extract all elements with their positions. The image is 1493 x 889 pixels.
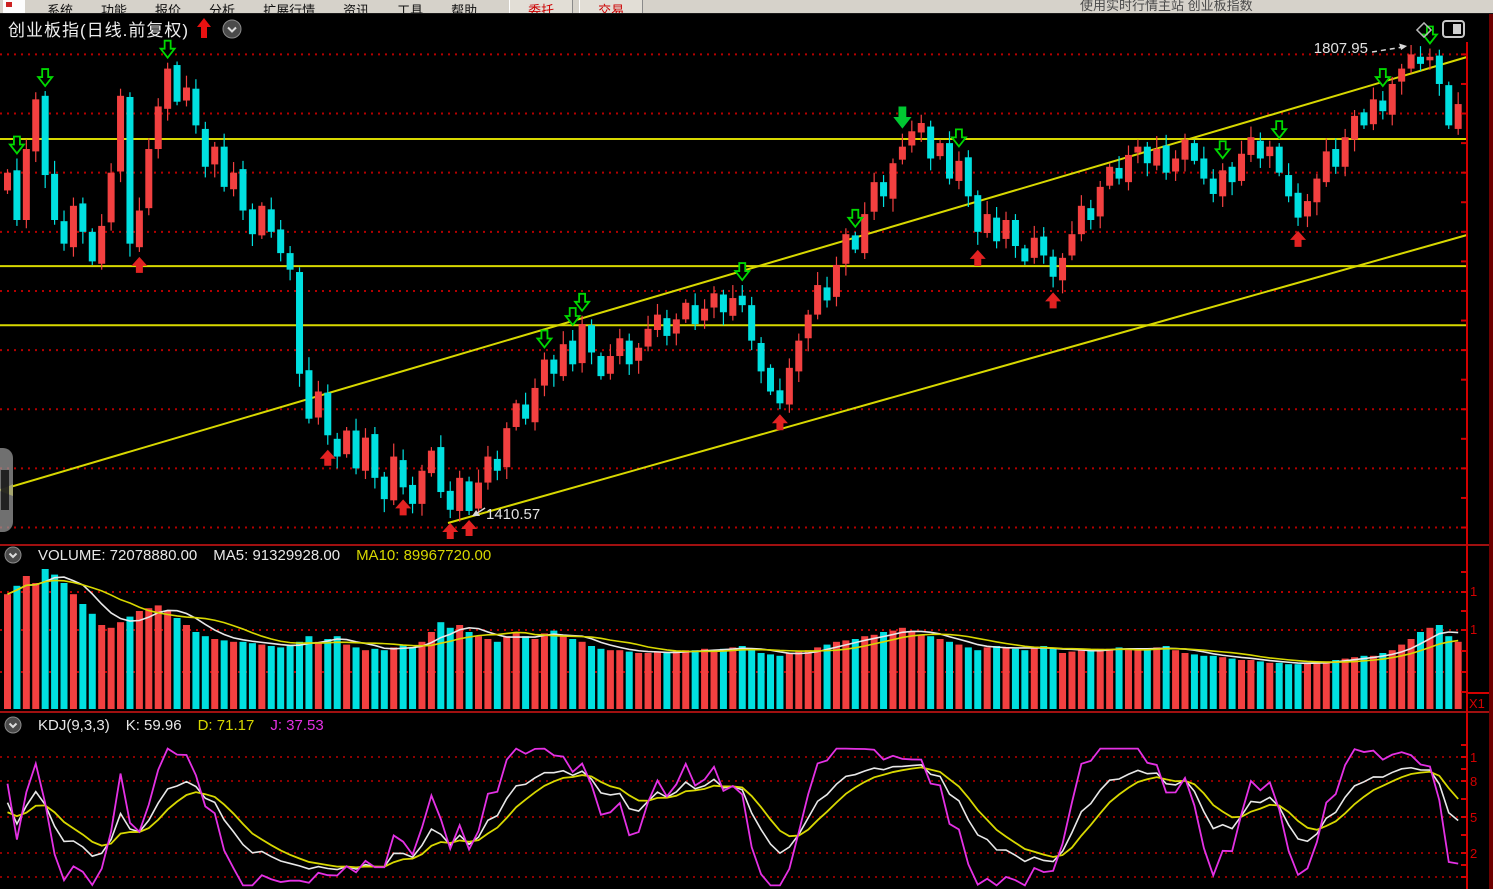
diamond-marker-icon[interactable] (1414, 20, 1434, 40)
kdj-j-value: J: 37.53 (270, 716, 324, 734)
collapse-main-chart-icon[interactable] (222, 19, 242, 39)
price-up-arrow-icon (196, 18, 212, 39)
kdj-axis-label: 1 (1470, 750, 1478, 765)
drawer-handle[interactable] (0, 448, 13, 532)
high-price-annotation: 1807.95 (1313, 40, 1368, 57)
menu-item-help[interactable]: 帮助 (451, 3, 478, 14)
menu-item-system[interactable]: 系统 (47, 3, 74, 14)
low-price-annotation: 1410.57 (486, 506, 541, 523)
volume-axis-label: 1 (1470, 622, 1478, 637)
volume-axis-label: 1 (1470, 584, 1478, 599)
scale-indicator: X1 (1469, 696, 1485, 711)
menu-item-function[interactable]: 功能 (101, 3, 128, 14)
menu-item-analysis[interactable]: 分析 (209, 3, 236, 14)
menu-item-quotes[interactable]: 报价 (155, 3, 182, 14)
app-icon[interactable] (3, 0, 25, 13)
menu-item-order[interactable]: 委托 (509, 0, 574, 13)
window-split-icon[interactable] (1442, 20, 1466, 39)
kdj-axis-label: 5 (1470, 810, 1478, 825)
kdj-indicator-name: KDJ(9,3,3) (38, 716, 110, 734)
window-title: 使用实时行情主站 创业板指数 (1080, 0, 1253, 13)
kdj-d-value: D: 71.17 (197, 716, 255, 734)
collapse-volume-pane-icon[interactable] (4, 546, 22, 564)
volume-value: VOLUME: 72078880.00 (38, 546, 198, 564)
kdj-axis-label: 8 (1470, 774, 1478, 789)
kdj-axis-label: 2 (1470, 846, 1478, 861)
menu-bar: 系统 功能 报价 分析 扩展行情 资讯 工具 帮助 委托 交易 使用实时行情主站… (0, 0, 1493, 14)
volume-ma5-value: MA5: 91329928.00 (213, 546, 341, 564)
chart-title: 创业板指(日线.前复权) (8, 21, 190, 40)
volume-ma10-value: MA10: 89967720.00 (356, 546, 492, 564)
collapse-kdj-pane-icon[interactable] (4, 716, 22, 734)
kdj-k-value: K: 59.96 (125, 716, 182, 734)
menu-item-extended-market[interactable]: 扩展行情 (263, 3, 316, 14)
menu-item-tools[interactable]: 工具 (397, 3, 424, 14)
menu-item-trade[interactable]: 交易 (579, 0, 644, 13)
menu-item-news[interactable]: 资讯 (343, 3, 370, 14)
